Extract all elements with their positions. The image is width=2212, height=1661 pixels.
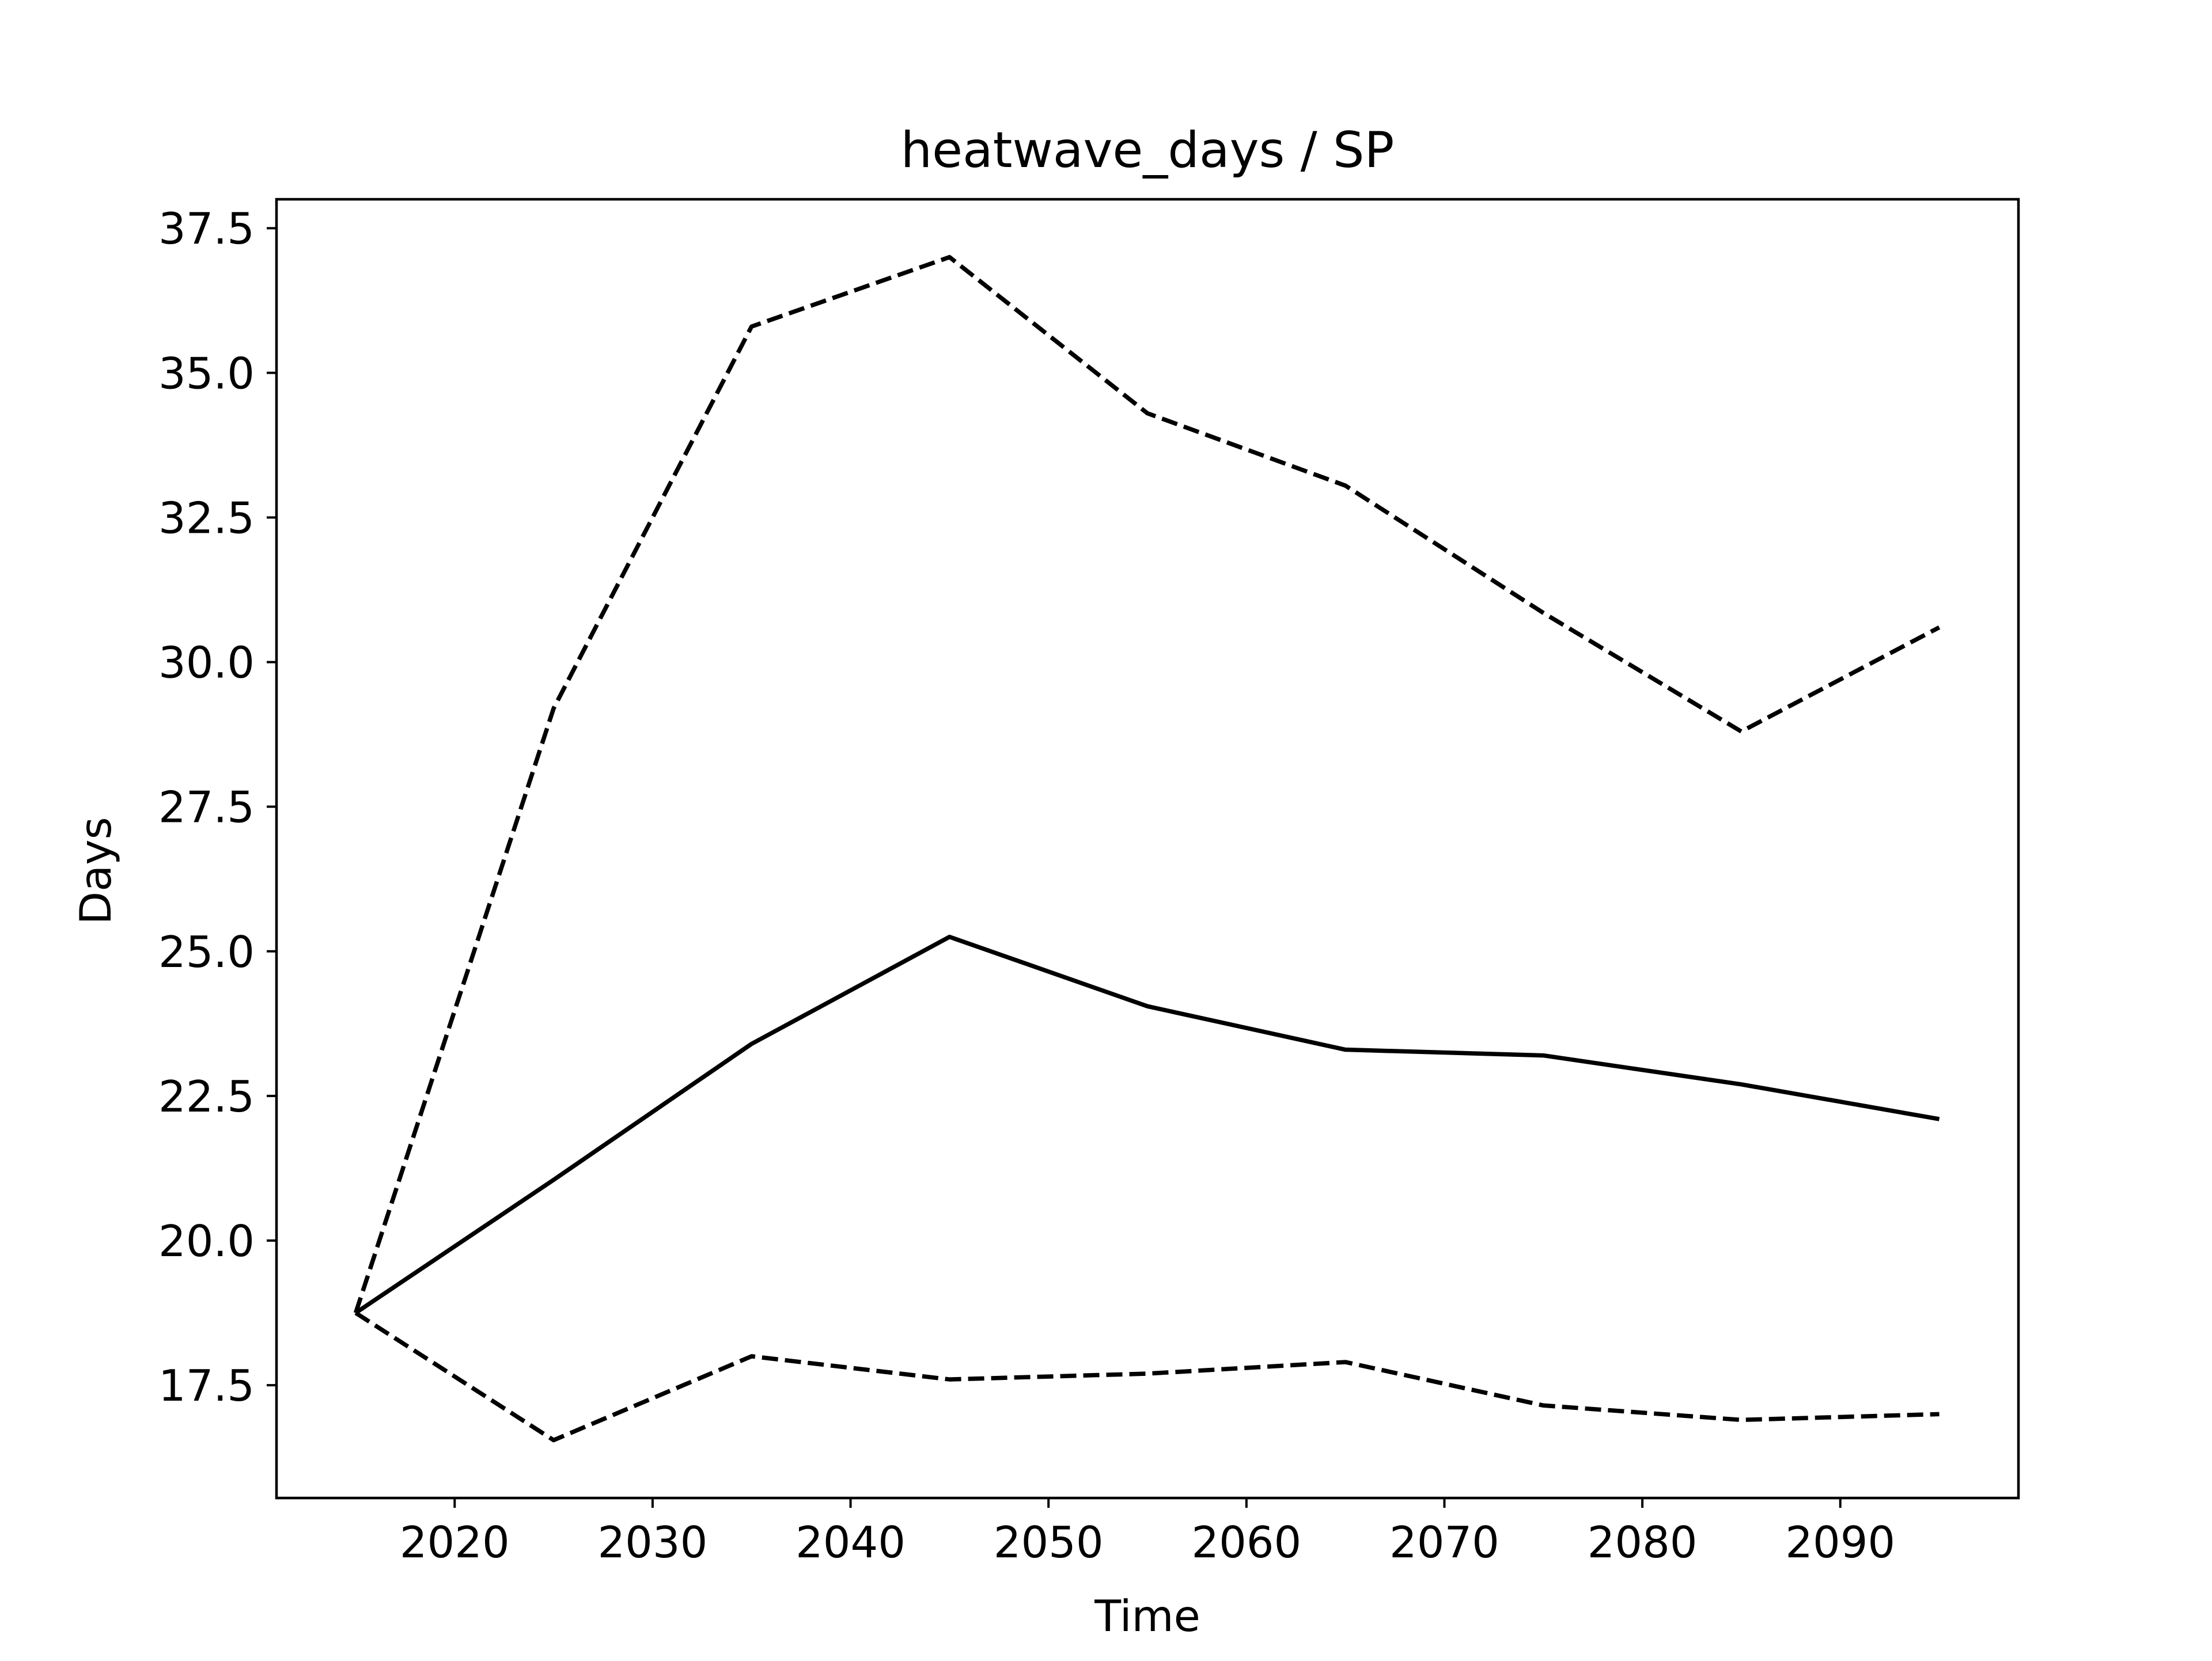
series-line-1 [353,255,1941,1314]
y-tick-label: 17.5 [158,1360,255,1411]
y-tick-label: 20.0 [158,1216,255,1266]
x-tick-label: 2030 [597,1517,707,1568]
y-tick-label: 27.5 [158,782,255,833]
x-tick-label: 2050 [994,1517,1104,1568]
x-tick-label: 2090 [1785,1517,1895,1568]
x-axis-label: Time [1094,1591,1200,1641]
y-tick-label: 35.0 [158,348,255,399]
chart-title: heatwave_days / SP [901,122,1395,179]
y-tick-label: 32.5 [158,492,255,543]
x-tick-label: 2080 [1588,1517,1698,1568]
y-tick-label: 22.5 [158,1071,255,1122]
y-tick-label: 37.5 [158,203,255,254]
series-line-3 [354,1311,1940,1443]
y-tick-label: 25.0 [158,927,255,977]
ticks-layer: 2020 2030 2040 2050 2060 2070 2080 2090 17.5 20.0… [158,203,1895,1568]
x-tick-label: 2070 [1389,1517,1499,1568]
series-line-2 [354,934,1940,1315]
x-tick-label: 2020 [400,1517,510,1568]
x-tick-label: 2040 [796,1517,906,1568]
plot-area-frame [275,198,2020,1500]
x-tick-label: 2060 [1191,1517,1301,1568]
series-layer [353,255,1941,1443]
y-axis-label: Days [70,817,121,924]
y-tick-label: 30.0 [158,638,255,688]
